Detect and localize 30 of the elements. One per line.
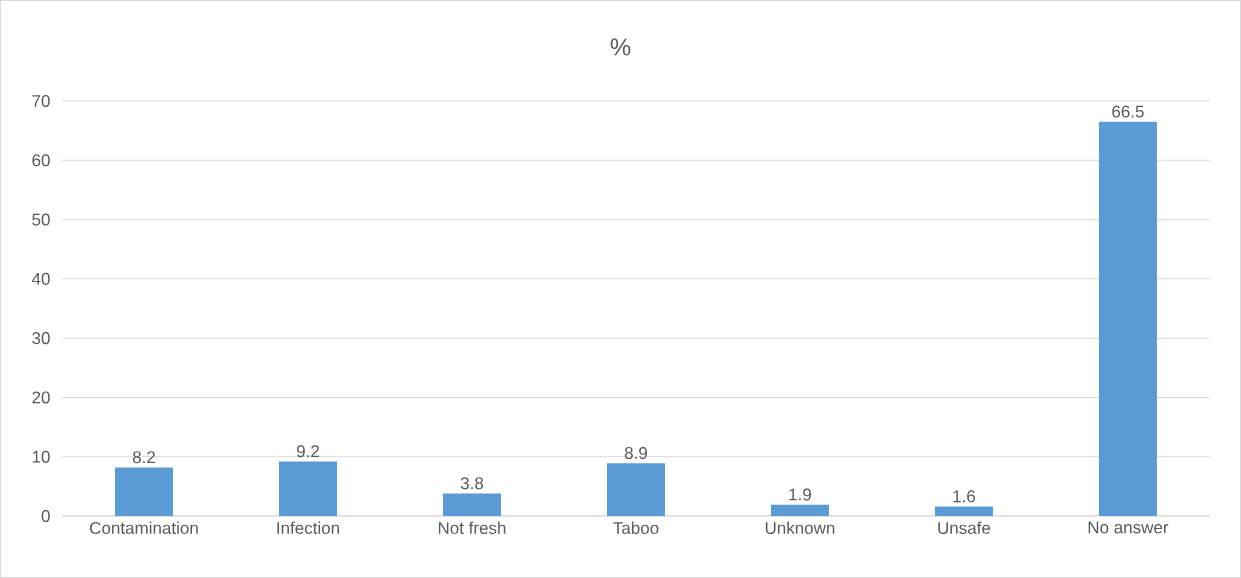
y-tick-label: 0 (41, 509, 50, 523)
y-tick-label: 20 (32, 391, 50, 404)
x-tick-label: Not fresh (438, 521, 506, 535)
bar (1098, 121, 1157, 516)
data-label: 1.9 (789, 488, 811, 501)
y-tick-label: 30 (32, 332, 50, 345)
data-label: 66.5 (1112, 105, 1144, 118)
data-label: 9.2 (296, 445, 319, 458)
bar (115, 467, 173, 516)
y-tick-label: 70 (32, 94, 50, 108)
y-tick-label: 10 (32, 450, 50, 463)
x-tick-label: Unsafe (938, 521, 991, 535)
data-label: 1.6 (953, 490, 975, 503)
data-label: 3.8 (460, 477, 484, 490)
x-tick-label: No answer (1088, 521, 1169, 534)
x-tick-label: Contamination (90, 521, 198, 535)
y-tick-label: 40 (31, 272, 50, 285)
x-tick-label: Unknown (765, 521, 835, 535)
data-label: 8.2 (132, 451, 155, 464)
y-tick-label: 60 (32, 154, 50, 167)
bar (934, 506, 993, 516)
x-tick-label: Taboo (613, 521, 659, 535)
bar (770, 504, 829, 516)
bar (442, 493, 501, 516)
data-label: 8.9 (624, 447, 647, 460)
bar (278, 461, 337, 516)
y-tick-label: 50 (32, 213, 50, 226)
bar (606, 463, 665, 516)
x-tick-label: Infection (277, 521, 339, 535)
chart-title: % (610, 38, 631, 56)
